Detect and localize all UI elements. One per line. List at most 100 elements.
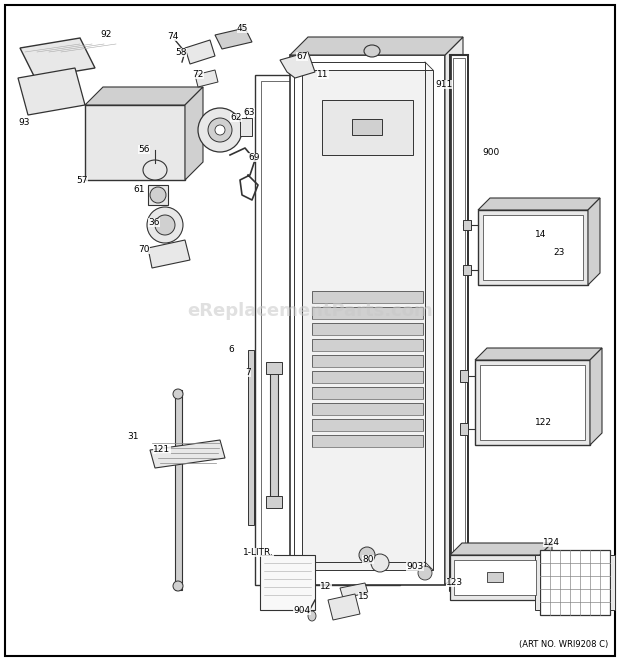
Bar [460, 370, 468, 382]
Text: 122: 122 [535, 418, 552, 427]
Text: 121: 121 [153, 445, 170, 454]
Bar [85, 105, 185, 180]
Bar [478, 210, 588, 285]
Text: 123: 123 [446, 578, 463, 587]
Text: 80: 80 [362, 555, 373, 564]
Polygon shape [18, 68, 85, 115]
Polygon shape [312, 435, 423, 447]
Bar [460, 423, 468, 435]
Bar [260, 555, 315, 610]
Bar [175, 390, 182, 590]
Bar [487, 572, 503, 582]
Bar [454, 560, 536, 595]
Polygon shape [610, 555, 615, 610]
Bar [453, 58, 465, 587]
Polygon shape [312, 307, 423, 319]
Ellipse shape [198, 108, 242, 152]
Bar [450, 555, 540, 600]
Polygon shape [475, 348, 602, 360]
Text: 56: 56 [138, 145, 149, 154]
Ellipse shape [173, 581, 183, 591]
Ellipse shape [155, 215, 175, 235]
Polygon shape [85, 87, 203, 105]
Bar [255, 75, 400, 585]
Text: 57: 57 [76, 176, 87, 185]
Ellipse shape [364, 45, 380, 57]
Polygon shape [148, 240, 190, 268]
Ellipse shape [418, 566, 432, 580]
Text: (ART NO. WRI9208 C): (ART NO. WRI9208 C) [519, 640, 608, 649]
Text: 31: 31 [127, 432, 138, 441]
Polygon shape [312, 403, 423, 415]
Text: 72: 72 [192, 70, 203, 79]
Ellipse shape [150, 187, 166, 203]
Polygon shape [590, 348, 602, 445]
Text: 70: 70 [138, 245, 149, 254]
Bar [540, 550, 610, 615]
Polygon shape [535, 555, 540, 610]
Text: 92: 92 [100, 30, 112, 39]
Polygon shape [312, 419, 423, 431]
Bar [270, 370, 278, 500]
Bar [266, 496, 282, 508]
Ellipse shape [147, 207, 183, 243]
Text: 36: 36 [148, 218, 159, 227]
Polygon shape [312, 291, 423, 303]
Text: 63: 63 [243, 108, 254, 117]
Text: 1-LITR.: 1-LITR. [243, 548, 274, 557]
Bar [302, 70, 433, 570]
Ellipse shape [359, 547, 375, 563]
Bar [352, 119, 382, 135]
Polygon shape [290, 37, 463, 55]
Text: 6: 6 [228, 345, 234, 354]
Polygon shape [588, 198, 600, 285]
Text: 900: 900 [482, 148, 499, 157]
Ellipse shape [208, 118, 232, 142]
Polygon shape [215, 28, 252, 49]
Ellipse shape [215, 125, 225, 135]
Bar [463, 220, 471, 230]
Text: 23: 23 [553, 248, 564, 257]
Text: 124: 124 [543, 538, 560, 547]
Ellipse shape [143, 160, 167, 180]
Polygon shape [195, 70, 218, 87]
Text: 69: 69 [248, 153, 260, 162]
Bar [266, 362, 282, 374]
Text: 67: 67 [296, 52, 308, 61]
Polygon shape [312, 355, 423, 367]
Polygon shape [312, 371, 423, 383]
Text: 904: 904 [293, 606, 310, 615]
Text: 12: 12 [320, 582, 331, 591]
Polygon shape [328, 594, 360, 620]
Polygon shape [450, 543, 552, 555]
Polygon shape [540, 543, 552, 600]
Text: 903: 903 [406, 562, 423, 571]
Ellipse shape [308, 611, 316, 621]
Text: eReplacementParts.com: eReplacementParts.com [187, 301, 433, 319]
Text: 15: 15 [358, 592, 370, 601]
Text: 11: 11 [317, 70, 329, 79]
Bar [261, 81, 394, 579]
Bar [450, 55, 468, 590]
Bar [148, 185, 168, 205]
Text: 7: 7 [245, 368, 250, 377]
Bar [480, 365, 585, 440]
Bar [322, 100, 413, 155]
Bar [463, 265, 471, 275]
Polygon shape [185, 40, 215, 64]
Polygon shape [280, 52, 315, 78]
Ellipse shape [371, 554, 389, 572]
Bar [290, 55, 445, 585]
Text: 61: 61 [133, 185, 144, 194]
Bar [483, 215, 583, 280]
Polygon shape [150, 440, 225, 468]
Bar [240, 118, 252, 136]
Polygon shape [312, 323, 423, 335]
Text: 58: 58 [175, 48, 187, 57]
Polygon shape [478, 198, 600, 210]
Polygon shape [312, 339, 423, 351]
Bar [248, 350, 254, 525]
Text: 45: 45 [237, 24, 249, 33]
Bar [294, 62, 425, 562]
Text: 74: 74 [167, 32, 179, 41]
